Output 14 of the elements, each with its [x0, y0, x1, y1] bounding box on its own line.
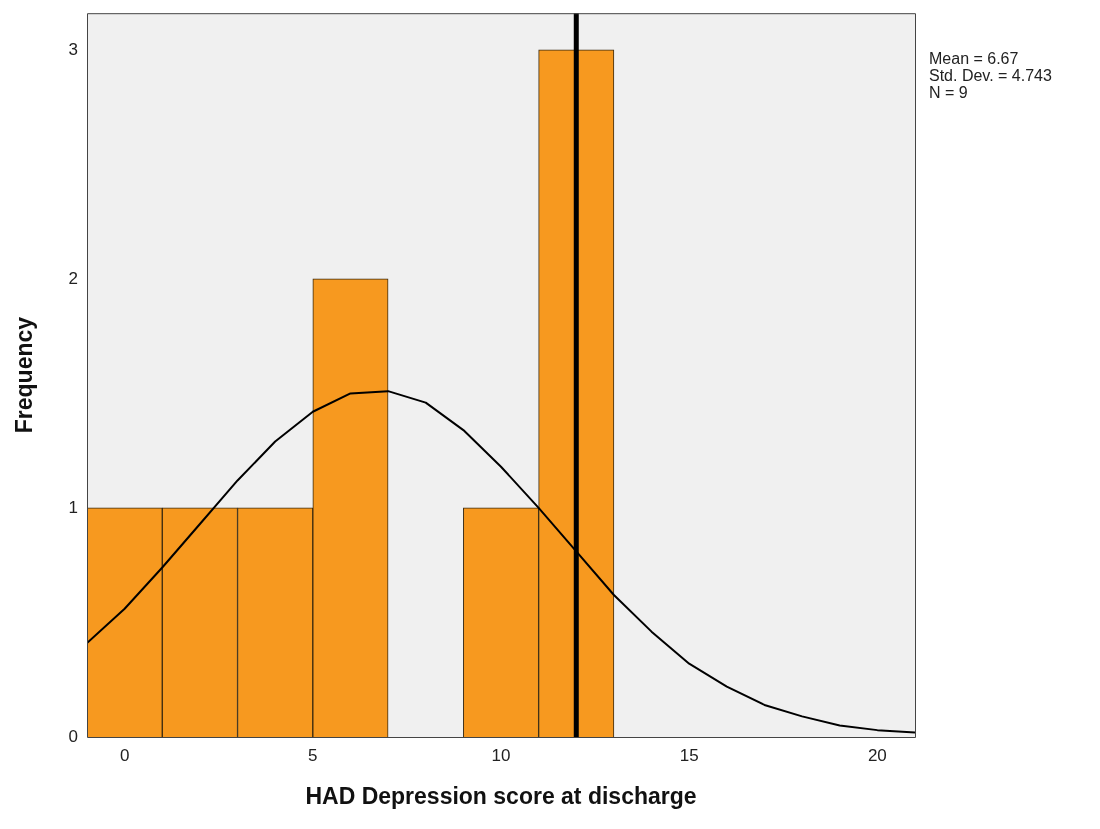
- x-tick-label: 10: [491, 745, 511, 765]
- text: Std. Dev. = 4.743: [929, 66, 1052, 84]
- text: Mean = 6.67: [929, 49, 1019, 67]
- x-axis-title: HAD Depression score at discharge: [305, 782, 697, 809]
- y-tick-label: 3: [68, 39, 78, 59]
- y-axis-title: Frequency: [11, 316, 38, 434]
- text: N = 9: [929, 83, 968, 101]
- x-tick-label: 20: [867, 745, 887, 765]
- y-tick-label: 1: [68, 497, 78, 517]
- y-tick-label: 2: [68, 268, 78, 288]
- x-tick-label: 15: [679, 745, 699, 765]
- x-tick-label: 5: [308, 745, 318, 765]
- y-tick-label: 0: [68, 726, 78, 746]
- x-tick-label: 0: [119, 745, 130, 765]
